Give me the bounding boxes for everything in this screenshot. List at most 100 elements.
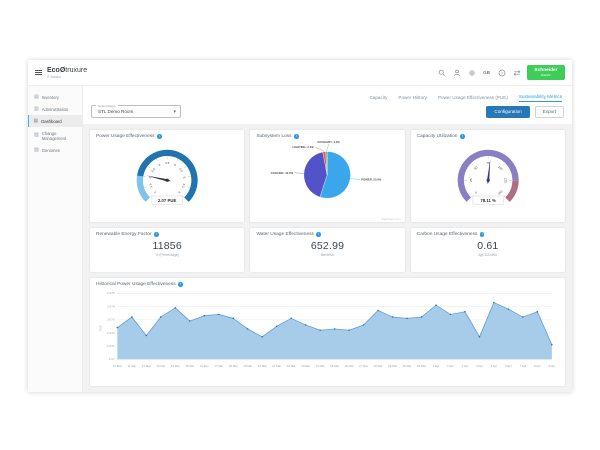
svg-text:13 Mar: 13 Mar xyxy=(156,364,165,368)
svg-text:2.074: 2.074 xyxy=(107,305,115,309)
svg-text:POWER: 55.0%: POWER: 55.0% xyxy=(362,178,383,182)
svg-text:2.075: 2.075 xyxy=(107,291,115,295)
export-button[interactable]: Export xyxy=(534,105,564,118)
info-icon[interactable] xyxy=(178,282,183,287)
svg-text:0: 0 xyxy=(473,190,477,194)
search-icon[interactable] xyxy=(437,68,446,77)
svg-text:29 Mar: 29 Mar xyxy=(388,364,397,368)
administration-icon: ▥ xyxy=(34,105,39,112)
svg-text:2.071: 2.071 xyxy=(107,344,115,348)
info-icon[interactable] xyxy=(316,232,322,237)
info-icon[interactable] xyxy=(153,232,159,237)
sidebar-item-label: Administration xyxy=(41,106,69,112)
metric-value: 0.61 xyxy=(477,240,499,252)
svg-text:14 Mar: 14 Mar xyxy=(171,364,180,368)
room-selector-dropdown[interactable]: Select Room STL Demo Room xyxy=(91,103,181,118)
svg-text:5: 5 xyxy=(182,176,186,179)
card-historical-pue: Historical Power Usage Effectiveness 2.0… xyxy=(90,278,565,386)
svg-text:18 Mar: 18 Mar xyxy=(229,364,238,368)
svg-text:15 Mar: 15 Mar xyxy=(185,364,194,368)
app-body: ▤ Inventory ▥ Administration ▦ Dashboard ▧ Chan… xyxy=(28,86,572,392)
metric-value: 11856 xyxy=(152,240,182,252)
svg-text:25: 25 xyxy=(469,178,473,182)
svg-text:6: 6 xyxy=(177,190,181,194)
svg-text:3.5: 3.5 xyxy=(165,161,170,165)
svg-text:28 Mar: 28 Mar xyxy=(374,364,383,368)
topbar-actions: GB? xyxy=(437,68,521,77)
svg-text:78.11 %: 78.11 % xyxy=(480,198,496,203)
svg-text:12 Mar: 12 Mar xyxy=(142,364,151,368)
card-title: Renewable Energy Factor xyxy=(96,232,152,237)
svg-text:20 Mar: 20 Mar xyxy=(258,364,267,368)
brand-eco: Eco xyxy=(47,66,60,74)
svg-text:COOLING: 42.0%: COOLING: 42.0% xyxy=(271,171,294,175)
tab-power-usage-effectiveness-pue[interactable]: Power Usage Effectiveness (PUE) xyxy=(437,94,508,100)
card-title: Historical Power Usage Effectiveness xyxy=(96,282,176,287)
brand-name: EcoØtruxure xyxy=(47,67,87,74)
svg-text:2 Apr: 2 Apr xyxy=(447,364,454,368)
card-title-row: Historical Power Usage Effectiveness xyxy=(96,282,559,287)
svg-text:4 Apr: 4 Apr xyxy=(476,364,483,368)
settings-icon[interactable] xyxy=(467,68,476,77)
sidebar-item-inventory[interactable]: ▤ Inventory xyxy=(28,91,82,103)
life-is-on-icon: Ø xyxy=(59,66,66,74)
svg-text:30 Mar: 30 Mar xyxy=(403,364,412,368)
schneider-text: Schneider xyxy=(534,68,558,74)
svg-text:4: 4 xyxy=(173,163,177,167)
tab-sustainability-metrics[interactable]: Sustainability Metrics xyxy=(518,94,562,102)
product-subtitle: IT Advisor xyxy=(47,74,62,79)
tab-power-history[interactable]: Power History xyxy=(398,94,427,100)
sidebar-item-genomes[interactable]: ▨ Genomes xyxy=(28,144,82,156)
user-icon[interactable] xyxy=(452,68,461,77)
card-title: Capacity Utilization xyxy=(416,134,458,139)
info-icon[interactable] xyxy=(157,134,162,139)
svg-text:24 Mar: 24 Mar xyxy=(316,364,325,368)
metric-unit: liter/kWh xyxy=(320,253,335,257)
configuration-button[interactable]: Configuration xyxy=(486,105,530,118)
info-icon[interactable] xyxy=(459,134,465,139)
sidebar-item-administration[interactable]: ▥ Administration xyxy=(28,103,82,115)
svg-text:2: 2 xyxy=(148,176,152,179)
card-power-usage-effectiveness: Power Usage Effectiveness 11.5 2 2.533.544… xyxy=(90,130,245,222)
inventory-icon: ▤ xyxy=(34,93,39,100)
schneider-electric-logo[interactable]: Schneider Electric xyxy=(527,65,565,80)
svg-text:5.5: 5.5 xyxy=(181,183,186,189)
card-subsystem-loss: Subsystem Loss POWER: 55.0% COOLING: 42.0… xyxy=(250,130,405,222)
info-icon[interactable] xyxy=(479,232,485,237)
svg-text:1.5: 1.5 xyxy=(148,183,153,189)
svg-text:17 Mar: 17 Mar xyxy=(214,364,223,368)
card-title-row: Renewable Energy Factor xyxy=(96,232,238,237)
sidebar-item-label: Dashboard xyxy=(41,118,62,124)
historical-pue-area-chart: 2.07 2.071 2.072 2.073 2.074 2.075 10 Mar 11 Ma… xyxy=(98,291,556,368)
svg-text:26 Mar: 26 Mar xyxy=(345,364,354,368)
sidebar-item-dashboard[interactable]: ▦ Dashboard xyxy=(28,115,82,127)
electric-text: Electric xyxy=(541,72,551,77)
help-icon[interactable]: ? xyxy=(497,68,506,77)
toolbar-buttons: Configuration Export xyxy=(486,105,564,118)
tab-capacity[interactable]: Capacity xyxy=(369,94,388,100)
card-renewable-energy-factor: Renewable Energy Factor11856% (Percentag… xyxy=(90,228,245,272)
room-selector-label: Select Room xyxy=(96,103,118,108)
app-logo: EcoØtruxure IT Advisor xyxy=(47,67,87,79)
svg-text:PUE: PUE xyxy=(98,325,102,331)
language-label[interactable]: GB xyxy=(483,70,490,75)
sidebar-item-change-management[interactable]: ▧ Change Management xyxy=(28,127,82,144)
hamburger-menu-icon[interactable] xyxy=(35,69,42,76)
svg-text:5 Apr: 5 Apr xyxy=(491,364,498,368)
svg-text:125: 125 xyxy=(503,178,507,183)
svg-text:2.072: 2.072 xyxy=(107,331,115,335)
svg-text:2.5: 2.5 xyxy=(150,167,156,173)
tabs-bar: Capacity Power History Power Usage Effecti… xyxy=(83,86,572,102)
info-icon[interactable] xyxy=(294,134,299,139)
toolbar: Select Room STL Demo Room Configuration … xyxy=(83,102,572,124)
svg-text:21 Mar: 21 Mar xyxy=(272,364,281,368)
svg-text:22 Mar: 22 Mar xyxy=(287,364,296,368)
svg-text:9 Apr: 9 Apr xyxy=(549,364,556,368)
svg-text:19 Mar: 19 Mar xyxy=(243,364,252,368)
card-title-row: Power Usage Effectiveness xyxy=(96,134,238,139)
svg-text:7 Apr: 7 Apr xyxy=(520,364,527,368)
swap-icon[interactable] xyxy=(512,68,521,77)
svg-text:50: 50 xyxy=(473,165,478,170)
